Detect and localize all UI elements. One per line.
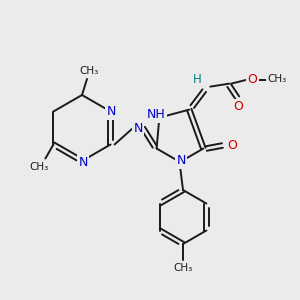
Text: N: N: [107, 105, 116, 118]
Text: H: H: [193, 73, 202, 86]
Text: N: N: [176, 154, 186, 167]
Text: CH₃: CH₃: [268, 74, 287, 84]
Text: NH: NH: [147, 108, 166, 121]
Text: O: O: [233, 100, 243, 113]
Text: CH₃: CH₃: [80, 66, 99, 76]
Text: N: N: [133, 122, 143, 134]
Text: CH₃: CH₃: [30, 161, 49, 172]
Text: CH₃: CH₃: [173, 263, 193, 273]
Text: N: N: [78, 155, 88, 169]
Text: O: O: [247, 73, 257, 86]
Text: O: O: [227, 139, 237, 152]
